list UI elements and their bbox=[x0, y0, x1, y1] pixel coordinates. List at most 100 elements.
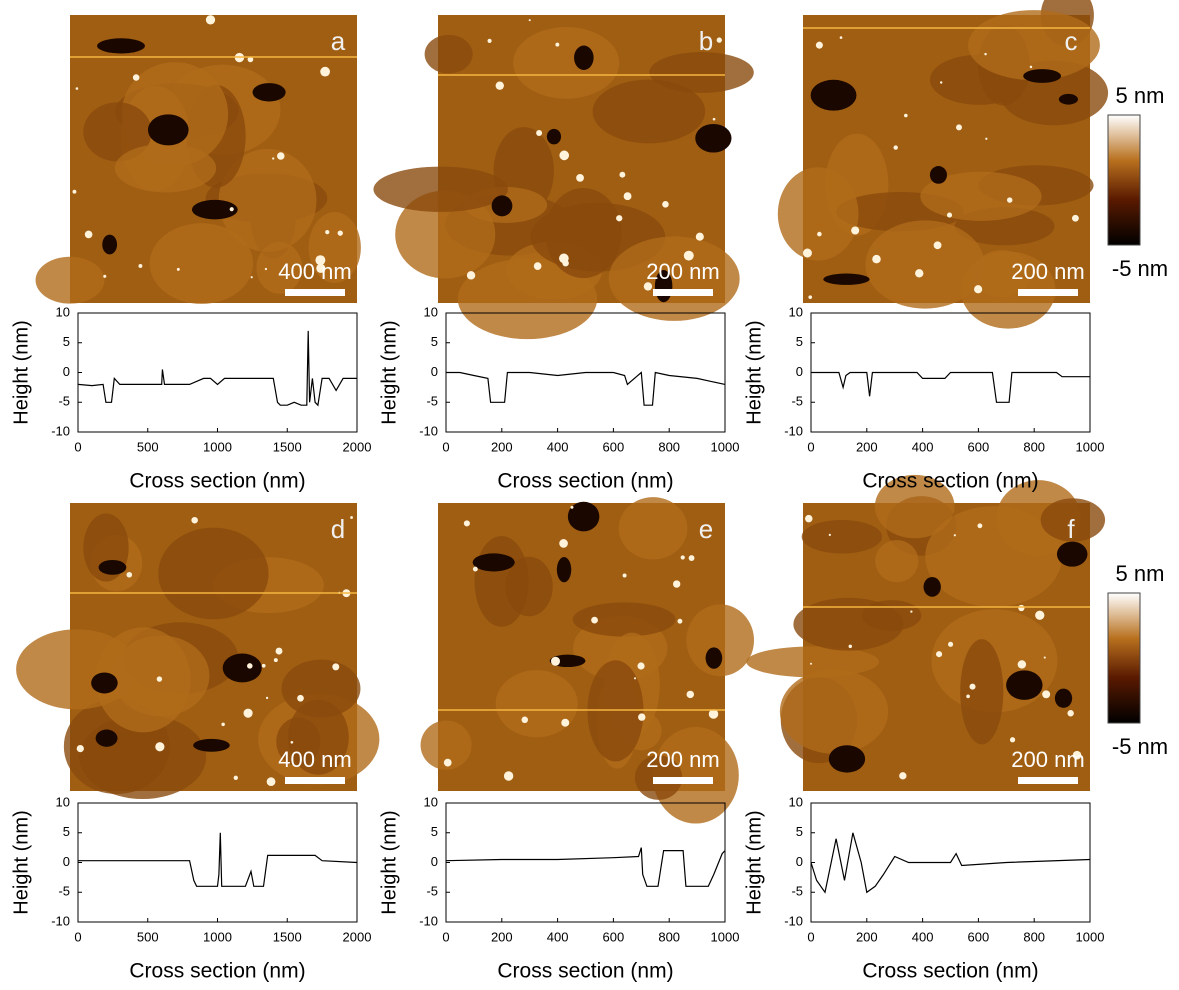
particle bbox=[817, 231, 822, 237]
x-tick-label: 800 bbox=[1023, 929, 1045, 944]
particle bbox=[802, 248, 812, 258]
y-tick-label: 5 bbox=[431, 334, 438, 349]
colorbar bbox=[1107, 592, 1141, 724]
panel-label: d bbox=[331, 514, 345, 544]
particle bbox=[138, 264, 143, 268]
panel-label: a bbox=[331, 26, 346, 56]
hole bbox=[1006, 670, 1043, 700]
particle bbox=[872, 254, 881, 264]
particle bbox=[247, 56, 254, 63]
y-tick-label: -10 bbox=[784, 913, 803, 928]
terrace bbox=[112, 635, 210, 717]
colorbar-max-label: 5 nm bbox=[1116, 561, 1165, 586]
y-tick-label: -5 bbox=[426, 884, 438, 899]
particle bbox=[103, 274, 107, 278]
terrace bbox=[865, 220, 985, 309]
profile-chart: -10 -5 0 5 10 0 500 1000 1500 2000 Cross section (… bbox=[10, 304, 371, 492]
terrace bbox=[513, 26, 620, 99]
hole bbox=[252, 83, 286, 102]
particle bbox=[708, 709, 719, 719]
particle bbox=[472, 566, 478, 572]
hole bbox=[923, 577, 941, 597]
particle bbox=[904, 113, 908, 118]
x-tick-label: 1500 bbox=[273, 439, 302, 454]
particle bbox=[533, 262, 542, 270]
hole bbox=[147, 114, 189, 146]
afm-image: e 200 nm bbox=[420, 497, 755, 824]
x-tick-label: 0 bbox=[74, 929, 81, 944]
particle bbox=[915, 269, 924, 278]
particle bbox=[1071, 214, 1079, 222]
particle bbox=[953, 534, 956, 537]
x-tick-label: 0 bbox=[74, 439, 81, 454]
y-tick-label: 0 bbox=[431, 364, 438, 379]
terrace bbox=[218, 148, 317, 252]
particle bbox=[247, 663, 253, 669]
x-tick-label: 1000 bbox=[711, 929, 740, 944]
y-tick-label: -5 bbox=[58, 884, 70, 899]
terrace bbox=[424, 34, 473, 74]
particle bbox=[559, 539, 568, 548]
particle bbox=[273, 658, 278, 663]
y-axis-label: Height (nm) bbox=[743, 320, 765, 424]
terrace bbox=[149, 223, 254, 304]
particle bbox=[1006, 197, 1013, 203]
hole bbox=[102, 234, 118, 255]
y-tick-label: -5 bbox=[58, 394, 70, 409]
particle bbox=[712, 117, 716, 121]
hole bbox=[193, 738, 230, 752]
particle bbox=[277, 152, 285, 160]
y-tick-label: 10 bbox=[56, 794, 70, 809]
y-tick-label: 10 bbox=[424, 794, 438, 809]
hole bbox=[556, 557, 572, 583]
particle bbox=[616, 215, 623, 222]
x-tick-label: 1000 bbox=[1076, 439, 1105, 454]
terrace bbox=[875, 539, 919, 583]
particle bbox=[76, 744, 84, 753]
afm-image: f 200 nm bbox=[746, 474, 1106, 791]
particle bbox=[265, 696, 269, 700]
panel-label: b bbox=[699, 26, 713, 56]
particle bbox=[466, 271, 476, 280]
particle bbox=[297, 694, 304, 702]
terrace bbox=[746, 646, 880, 678]
colorbar bbox=[1107, 114, 1141, 246]
terrace bbox=[592, 79, 706, 144]
terrace bbox=[960, 639, 1004, 745]
hole bbox=[95, 729, 118, 747]
y-tick-label: -10 bbox=[784, 423, 803, 438]
terrace bbox=[373, 166, 509, 212]
terrace bbox=[158, 527, 269, 620]
hole bbox=[91, 672, 118, 694]
y-tick-label: 10 bbox=[56, 304, 70, 319]
scale-bar-label: 200 nm bbox=[1011, 747, 1084, 772]
panel-label: f bbox=[1067, 514, 1075, 544]
hole bbox=[1054, 688, 1073, 708]
hole bbox=[695, 123, 732, 153]
particle bbox=[634, 677, 637, 680]
terrace bbox=[114, 143, 217, 193]
hole bbox=[472, 553, 515, 572]
profile-chart: -10 -5 0 5 10 0 200 400 600 800 1000 Cross section … bbox=[743, 794, 1104, 982]
particle bbox=[643, 282, 653, 291]
panel-label: c bbox=[1065, 26, 1078, 56]
particle bbox=[591, 616, 598, 624]
terrace bbox=[967, 10, 1100, 81]
particle bbox=[1029, 65, 1033, 69]
y-tick-label: 0 bbox=[431, 854, 438, 869]
x-tick-label: 1000 bbox=[711, 439, 740, 454]
terrace bbox=[925, 506, 1063, 607]
scale-bar-label: 400 nm bbox=[278, 259, 351, 284]
terrace bbox=[920, 171, 1042, 221]
particle bbox=[315, 255, 326, 266]
particle bbox=[463, 520, 470, 527]
y-tick-label: -10 bbox=[419, 913, 438, 928]
terrace bbox=[35, 256, 105, 304]
plot-frame bbox=[77, 802, 358, 923]
terrace bbox=[652, 726, 739, 824]
particle bbox=[977, 523, 983, 529]
scale-bar bbox=[1018, 777, 1078, 784]
scale-bar-label: 200 nm bbox=[646, 259, 719, 284]
particle bbox=[686, 690, 695, 699]
